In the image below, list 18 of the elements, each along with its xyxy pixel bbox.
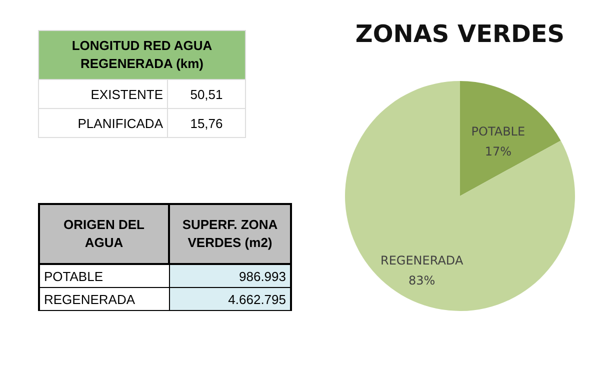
chart-title: ZONAS VERDES — [355, 20, 565, 48]
text: REGENERADA — [39, 288, 169, 310]
text: LONGITUD RED AGUA REGENERADA (km) — [38, 30, 246, 80]
slice-label: REGENERADA — [380, 254, 464, 268]
text: 15,76 — [168, 108, 246, 138]
text: 4.662.795 — [169, 288, 291, 310]
text: POTABLE — [39, 264, 169, 288]
slice-label: POTABLE — [471, 124, 526, 138]
text: 986.993 — [169, 264, 291, 288]
pie-slice — [345, 81, 575, 311]
text: PLANIFICADA — [38, 108, 168, 138]
text: ORIGEN DEL AGUA — [39, 204, 169, 264]
text: 50,51 — [168, 80, 246, 108]
data-label: 83% — [408, 274, 436, 288]
data-label: 17% — [484, 144, 512, 158]
pie-slice — [460, 81, 561, 196]
text: SUPERF. ZONA VERDES (m2) — [169, 204, 291, 264]
text: EXISTENTE — [38, 80, 168, 108]
